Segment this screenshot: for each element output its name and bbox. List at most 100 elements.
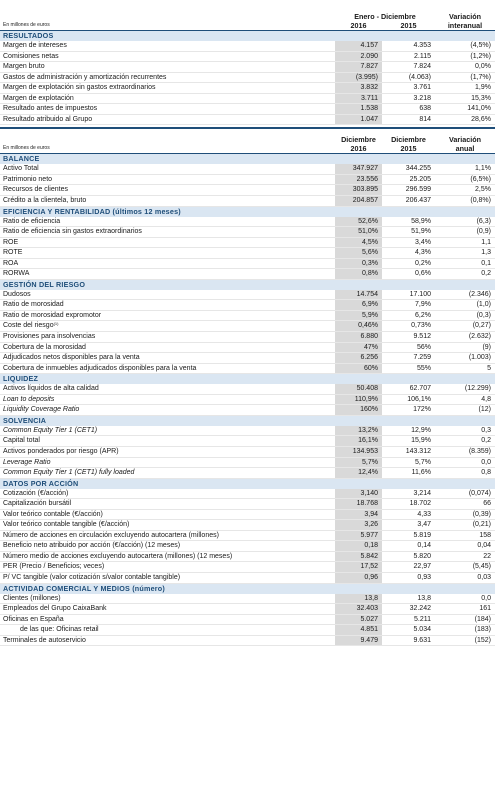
value-previous: 106,1% [407,395,431,403]
header-results: En millones de euros Enero - Diciembre 2… [0,0,495,30]
row-label: de las que: Oficinas retail [20,626,99,634]
row-label: Empleados del Grupo CaixaBank [3,605,107,613]
value-variation: 0,3 [481,426,491,434]
section-title: EFICIENCIA Y RENTABILIDAD (últimos 12 me… [0,206,495,217]
value-current: 6,9% [335,300,382,310]
value-variation: 0,0 [481,594,491,602]
value-previous: 5.034 [413,626,431,634]
value-variation: (1,0) [476,301,491,309]
row-label: Número medio de acciones excluyendo auto… [3,552,233,560]
value-variation: (6,5%) [470,175,491,183]
value-current: 47% [335,342,382,353]
col-2015-header: 2015 [400,21,417,30]
row-label: Margen de intereses [3,42,67,49]
table-row: Resultado atribuido al Grupo 1.047 814 28,6… [0,114,495,126]
value-current: (3.995) [335,72,382,83]
table-row: Empleados del Grupo CaixaBank 32.403 32.24… [0,604,495,615]
row-label: Clientes (millones) [3,594,61,602]
annual-variation-header-1: Variación [449,135,481,145]
table-row: ROA 0,3% 0,2% 0,1 [0,258,495,270]
value-previous: 12,9% [411,426,431,434]
value-previous: 55% [416,364,431,372]
value-variation: (12.299) [464,385,491,393]
value-previous: 5.820 [413,552,431,560]
table-row: Common Equity Tier 1 (CET1) fully loaded… [0,468,495,479]
value-previous: 0,73% [411,322,431,330]
row-label: Loan to deposits [3,395,55,403]
table-row: Cobertura de inmuebles adjudicados dispo… [0,363,495,375]
table-row: Provisiones para insolvencias 6.880 9.512 (… [0,332,495,343]
value-current: 110,9% [335,394,382,405]
table-row: Margen bruto 7.827 7.824 0,0% [0,62,495,73]
section-title: LIQUIDEZ [0,374,495,385]
row-label: Resultado antes de impuestos [3,105,98,113]
value-current: 0,3% [335,258,382,269]
value-variation: (0,39) [472,510,491,518]
value-variation: 28,6% [471,115,491,123]
value-current: 1.047 [335,114,382,125]
value-variation: 0,04 [477,542,491,550]
row-label: Coste del riesgo(1) [0,321,335,331]
row-label: Patrimonio neto [3,175,53,183]
value-previous: 4.353 [413,42,431,49]
table-row: Ratio de morosidad 6,9% 7,9% (1,0) [0,300,495,311]
row-label: Valor teórico contable tangible (€/acció… [3,521,130,529]
value-previous: 22,97 [413,563,431,571]
value-previous: 2.115 [414,52,431,60]
value-variation: (0,21) [472,521,491,529]
value-variation: (2.346) [468,290,491,298]
col-dec-2015-header-1: Diciembre [391,135,426,145]
table-row: Loan to deposits 110,9% 106,1% 4,8 [0,394,495,406]
value-current: 5.842 [335,551,382,562]
table-row: Common Equity Tier 1 (CET1) 13,2% 12,9% 0,3 [0,425,495,437]
value-previous: 4,33 [417,510,431,518]
table-row: ROTE 5,6% 4,3% 1,3 [0,248,495,259]
row-label: Cobertura de la morosidad [3,343,86,351]
value-current: 4.157 [335,41,382,51]
value-variation: 161 [479,605,491,613]
value-previous: 7.824 [413,63,431,71]
value-current: 60% [335,363,382,374]
table-row: Liquidity Coverage Ratio 160% 172% (12) [0,405,495,416]
value-variation: 0,1 [481,259,491,267]
value-previous: 814 [419,115,431,123]
table-row: Patrimonio neto 23.556 25.205 (6,5%) [0,174,495,186]
row-label: Crédito a la clientela, bruto [3,197,87,205]
row-label: Margen bruto [3,63,45,71]
value-current: 5,9% [335,310,382,321]
value-current: 12,4% [335,468,382,478]
value-variation: (8.359) [468,447,491,455]
header-balance: En millones de euros Diciembre 2016 Dici… [0,129,495,153]
value-variation: 141,0% [467,105,491,113]
value-current: 204.857 [335,196,382,206]
row-label: ROA [3,259,19,267]
value-variation: 0,2 [481,437,491,445]
value-variation: 5 [487,364,491,372]
section-title: ACTIVIDAD COMERCIAL Y MEDIOS (número) [0,583,495,594]
table-row: Margen de explotación sin gastos extraor… [0,83,495,94]
section-title: RESULTADOS [0,31,495,41]
value-previous: 25.205 [409,175,431,183]
row-label: Margen de explotación [3,94,74,102]
row-label-text: Coste del riesgo [3,322,54,330]
value-current: 32.403 [335,604,382,614]
table-row: P/ VC tangible (valor cotización s/valor… [0,572,495,584]
value-previous: 9.512 [413,333,431,341]
value-current: 9.479 [335,635,382,646]
value-current: 3,140 [335,488,382,499]
table-row: Margen de intereses 4.157 4.353 (4,5%) [0,41,495,52]
value-previous: 11,6% [411,469,431,477]
value-current: 1.538 [335,104,382,114]
value-variation: (5,45) [472,563,491,571]
value-variation: 22 [483,552,491,560]
value-previous: 15,9% [411,437,431,445]
table-row: Activos líquidos de alta calidad 50.408 62… [0,384,495,395]
table-row: Número de acciones en circulación excluy… [0,530,495,542]
table-row: Ratio de eficiencia 52,6% 58,9% (6,3) [0,216,495,228]
footnote-marker: (1) [53,321,59,327]
section-break [0,127,495,130]
table-row: ROE 4,5% 3,4% 1,1 [0,237,495,249]
table-row: Oficinas en España 5.027 5.211 (184) [0,614,495,626]
value-current: 13,8 [335,593,382,604]
